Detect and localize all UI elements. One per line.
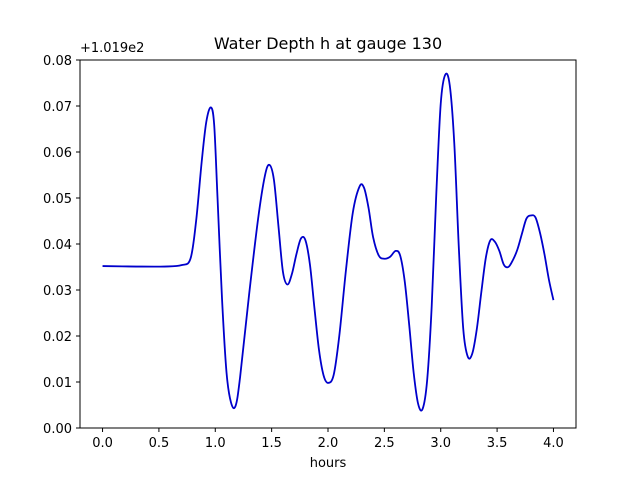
- y-tick-label: 0.04: [43, 238, 72, 253]
- x-tick-label: 3.0: [430, 436, 451, 451]
- series-layer: [102, 72, 555, 412]
- y-tick-label: 0.08: [43, 54, 72, 69]
- x-tick-label: 2.5: [374, 436, 395, 451]
- y-tick-label: 0.07: [43, 100, 72, 115]
- x-tick-label: 0.0: [92, 436, 113, 451]
- x-tick-label: 1.0: [205, 436, 226, 451]
- x-tick-label: 4.0: [543, 436, 564, 451]
- x-tick-label: 3.5: [487, 436, 508, 451]
- x-tick-label: 2.0: [318, 436, 339, 451]
- x-axis-title: hours: [310, 456, 347, 471]
- chart-title: Water Depth h at gauge 130: [214, 34, 442, 53]
- x-tick-label: 1.5: [261, 436, 282, 451]
- y-tick-label: 0.02: [43, 330, 72, 345]
- y-tick-label: 0.06: [43, 146, 72, 161]
- series-line: [102, 72, 555, 412]
- y-tick-label: 0.01: [43, 376, 72, 391]
- y-offset-label: +1.019e2: [80, 41, 144, 56]
- y-tick-label: 0.03: [43, 284, 72, 299]
- y-axis: 0.00 0.01 0.02 0.03 0.04 0.05 0.06 0.07 0.08: [43, 54, 80, 437]
- x-axis: 0.0 0.5 1.0 1.5 2.0 2.5 3.0 3.5 4.0: [92, 428, 564, 451]
- x-tick-label: 0.5: [149, 436, 170, 451]
- y-tick-label: 0.00: [43, 422, 72, 437]
- y-tick-label: 0.05: [43, 192, 72, 207]
